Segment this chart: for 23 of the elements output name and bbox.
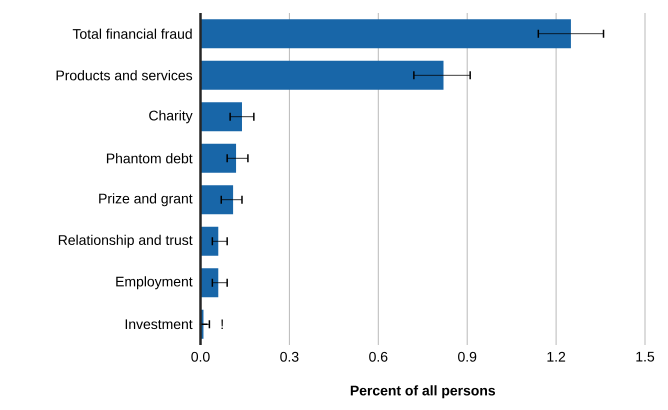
annotation: ! [222,319,223,330]
bar [200,185,234,214]
y-tick-label: Employment [116,276,193,290]
bar [200,60,444,90]
bar [200,268,218,298]
bar [200,226,218,256]
bar [200,144,236,173]
x-tick-label: 0.9 [458,352,476,362]
x-tick-label: 0.3 [280,352,298,362]
bar [200,102,242,132]
x-tick-label: 1.2 [547,352,566,362]
y-tick-label: Products and services [56,70,192,80]
bar [200,19,571,48]
x-tick-label: 0.0 [191,352,210,362]
x-tick-label: 1.5 [636,352,654,362]
x-axis-title: Percent of all persons [350,385,496,398]
y-tick-label: Phantom debt [106,153,193,164]
x-tick-label: 0.6 [369,352,388,362]
y-tick-label: Investment [126,319,193,330]
y-tick-label: Prize and grant [99,193,193,206]
y-tick-label: Total financial fraud [72,28,192,39]
y-tick-label: Charity [149,110,193,124]
y-tick-label: Relationship and trust [58,234,193,248]
